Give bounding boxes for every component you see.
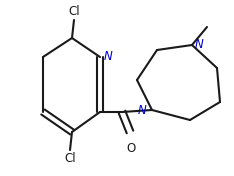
Text: Cl: Cl <box>64 152 76 165</box>
Text: Cl: Cl <box>68 5 80 18</box>
Text: N: N <box>195 39 204 52</box>
Text: N: N <box>104 51 113 64</box>
Text: N: N <box>137 103 146 117</box>
Text: O: O <box>126 142 136 155</box>
